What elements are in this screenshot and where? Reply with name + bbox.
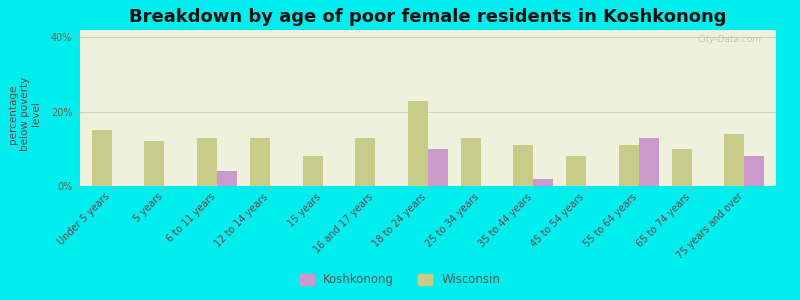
Bar [144,141,164,186]
Bar [197,138,217,186]
Bar [724,134,744,186]
Bar [566,156,586,186]
Bar [534,178,554,186]
Legend: Koshkonong, Wisconsin: Koshkonong, Wisconsin [295,269,505,291]
Bar [92,130,112,186]
Bar [408,100,428,186]
Bar [672,149,692,186]
Title: Breakdown by age of poor female residents in Koshkonong: Breakdown by age of poor female resident… [130,8,726,26]
Bar [302,156,322,186]
Bar [428,149,448,186]
Text: percentage
below poverty
level: percentage below poverty level [8,77,42,151]
Bar [355,138,375,186]
Bar [461,138,481,186]
Bar [514,145,534,186]
Text: City-Data.com: City-Data.com [698,35,762,44]
Bar [744,156,765,186]
Bar [217,171,237,186]
Bar [639,138,659,186]
Bar [250,138,270,186]
Bar [619,145,639,186]
